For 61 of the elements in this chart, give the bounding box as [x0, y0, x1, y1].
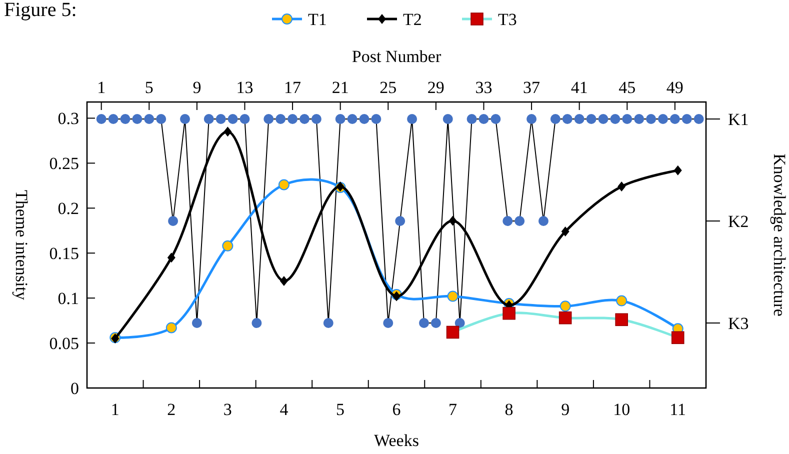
point	[222, 240, 234, 252]
x-tick-label: 21	[332, 78, 349, 97]
x-tick-label: 37	[523, 78, 541, 97]
x-tick-label: 6	[392, 400, 401, 419]
x-tick-label: 25	[380, 78, 397, 97]
point	[446, 326, 460, 339]
x-tick-label: 2	[167, 400, 176, 419]
x-tick-label: 33	[475, 78, 492, 97]
point	[674, 165, 682, 176]
y-tick-label: 0.3	[58, 109, 79, 128]
point	[392, 291, 400, 302]
point	[671, 331, 684, 344]
x-tick-label: 11	[670, 400, 686, 419]
x-tick-label: 29	[427, 78, 444, 97]
point	[280, 276, 288, 286]
legend-label: T3	[498, 10, 517, 29]
point	[224, 126, 232, 137]
x-tick-label: 13	[236, 78, 254, 97]
point	[502, 306, 516, 320]
point	[448, 216, 457, 226]
legend-label: T1	[308, 10, 327, 29]
x-tick-label: 49	[666, 78, 684, 97]
y-axis-title: Theme intensity	[12, 190, 31, 300]
y-tick-label: 0.1	[58, 289, 79, 308]
point	[616, 295, 628, 306]
x-tick-label: 10	[613, 400, 630, 419]
x-tick-label: 7	[448, 400, 458, 419]
point	[166, 322, 177, 334]
y-tick-label: 0.2	[58, 199, 79, 218]
x-axis-title: Weeks	[374, 431, 419, 450]
point	[615, 313, 628, 326]
x-tick-label: 41	[570, 78, 588, 97]
x-tick-label: 3	[223, 400, 232, 419]
chart-title: Figure 5:	[4, 0, 77, 21]
x-tick-label: 9	[561, 400, 570, 419]
x-tick-label: 17	[284, 78, 302, 97]
point	[560, 300, 571, 312]
point	[447, 290, 458, 302]
point	[561, 226, 570, 237]
x-tick-label: 9	[192, 78, 202, 97]
y-tick-label: 0.05	[49, 334, 79, 353]
point	[278, 179, 290, 190]
x-tick-label: 1	[97, 78, 106, 97]
point	[618, 182, 626, 192]
y-axis-title: Knowledge architecture	[770, 154, 789, 316]
x-tick-label: 5	[144, 78, 154, 97]
legend-label: T2	[403, 10, 422, 29]
text: K3	[728, 314, 749, 333]
y-tick-label: 0	[70, 378, 79, 398]
point	[167, 252, 176, 263]
y-tick-label: 0.25	[49, 154, 79, 174]
text: K2	[728, 212, 749, 231]
x-tick-label: 45	[618, 78, 636, 97]
point	[558, 311, 572, 324]
x-tick-label: 4	[280, 400, 289, 419]
text: K1	[728, 110, 749, 129]
x-tick-label: 8	[504, 400, 514, 419]
x-axis-title: Post Number	[352, 47, 442, 66]
y-tick-label: 0.15	[49, 244, 79, 264]
x-tick-label: 1	[110, 400, 120, 419]
x-tick-label: 5	[336, 400, 344, 419]
